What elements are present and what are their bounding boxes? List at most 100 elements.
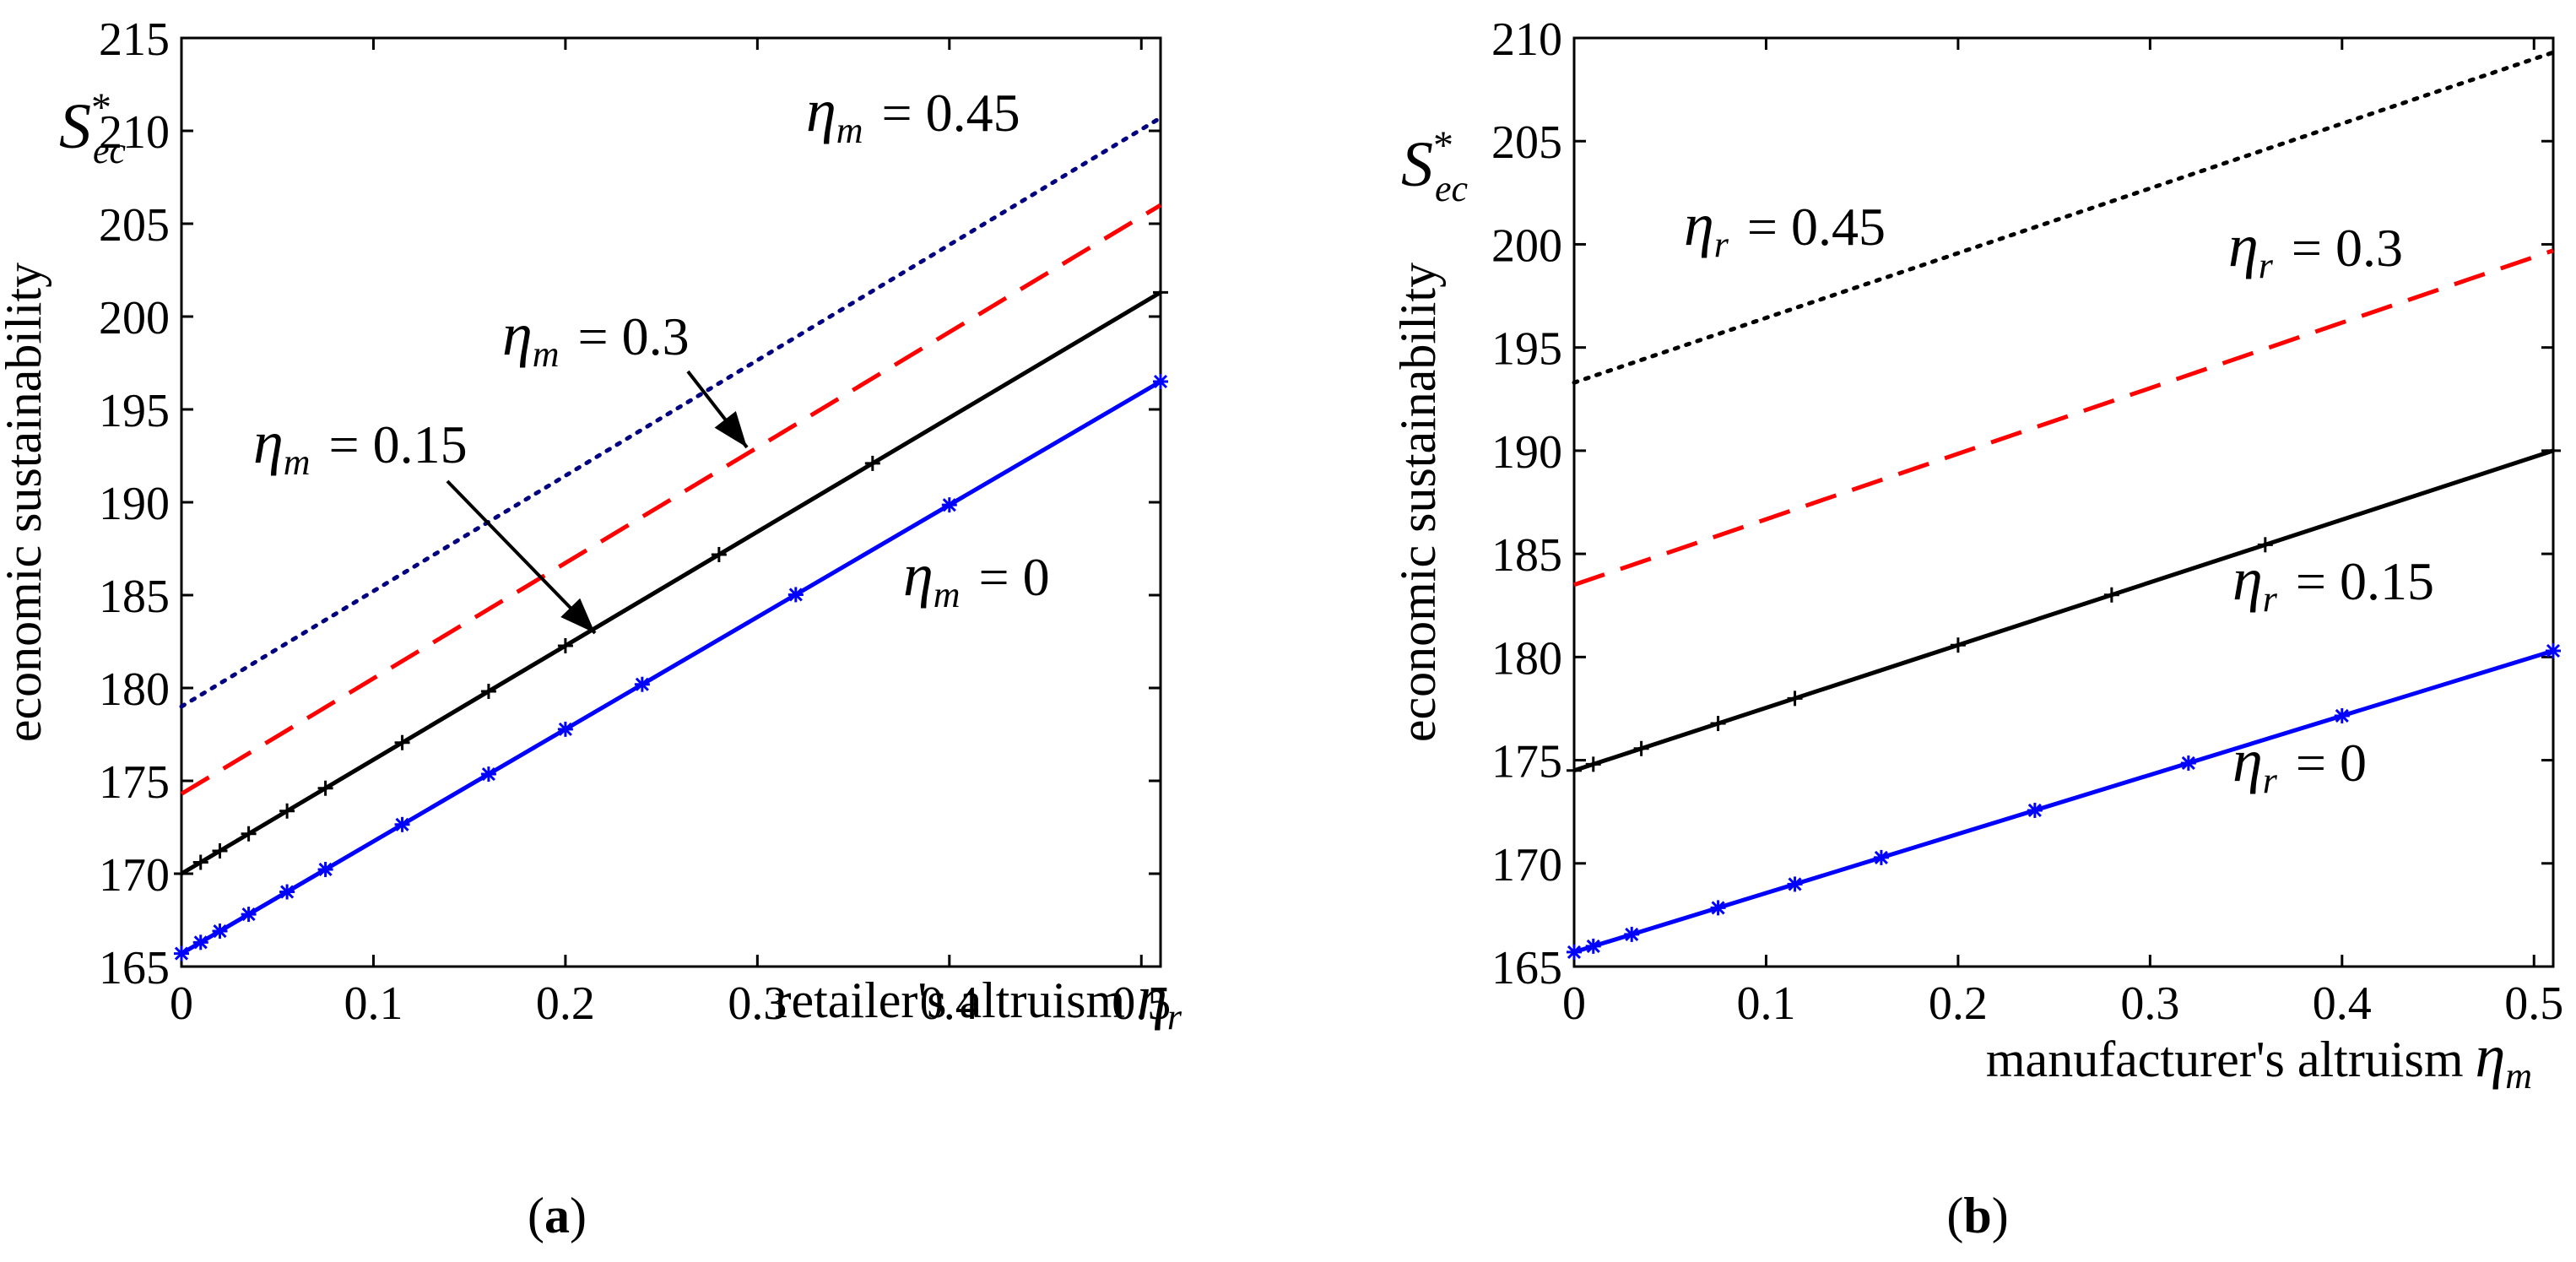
data-point-marker xyxy=(2546,643,2561,658)
data-point-marker xyxy=(394,734,410,750)
y-symbol-subscript: ec xyxy=(93,130,127,171)
data-point-marker xyxy=(787,587,804,603)
y-symbol-letter: S xyxy=(1401,129,1433,200)
data-point-marker xyxy=(480,766,496,783)
y-axis-symbol: S* ec xyxy=(59,85,127,171)
y-tick-label: 185 xyxy=(99,571,170,623)
data-point-marker xyxy=(1567,944,1582,960)
series-line-b-1 xyxy=(1573,448,2554,773)
y-tick-label: 175 xyxy=(1491,736,1562,788)
panel-label-open: ( xyxy=(528,1188,544,1243)
data-point-marker xyxy=(2180,755,2196,771)
y-tick-label: 210 xyxy=(1491,14,1562,66)
data-point-marker xyxy=(1633,740,1649,756)
series-line-b-3 xyxy=(1572,50,2556,385)
annotation-subscript: r xyxy=(2259,245,2274,286)
x-tick-label: 0 xyxy=(1562,978,1586,1030)
data-point-marker xyxy=(1624,926,1640,942)
data-point-marker xyxy=(317,861,333,877)
data-point-marker xyxy=(1950,637,1966,653)
annotation-symbol: η xyxy=(2232,545,2263,613)
annotation-value: = 0 xyxy=(979,547,1050,607)
y-tick-label: 165 xyxy=(1491,942,1562,994)
y-axis-symbol: S* ec xyxy=(1401,123,1469,209)
data-point-marker xyxy=(2027,802,2043,818)
y-tick-label: 200 xyxy=(99,292,170,344)
data-point-marker xyxy=(1585,756,1601,772)
y-tick-label: 205 xyxy=(99,199,170,252)
data-point-marker xyxy=(1710,716,1726,732)
y-tick-label: 170 xyxy=(99,849,170,902)
y-tick-label: 180 xyxy=(1491,632,1562,685)
annotation-subscript: m xyxy=(836,110,863,151)
y-tick-label: 195 xyxy=(1491,323,1562,376)
annotation-subscript: m xyxy=(934,574,961,615)
x-tick-label: 0.4 xyxy=(920,978,979,1030)
data-point-marker xyxy=(174,866,189,881)
data-point-marker xyxy=(174,945,189,961)
panel-label-open: ( xyxy=(1946,1188,1963,1243)
annotation-symbol: η xyxy=(502,301,533,368)
data-point-marker xyxy=(1873,849,1889,865)
annotation-subscript: m xyxy=(284,441,311,483)
series-annotation: ηr = 0 xyxy=(2232,727,2367,801)
data-point-marker xyxy=(1585,938,1601,954)
panel-label-letter: b xyxy=(1963,1188,1991,1243)
annotation-value: = 0.3 xyxy=(2292,218,2403,278)
data-point-marker xyxy=(1787,876,1803,892)
series-line-a-1 xyxy=(180,290,1162,876)
series-annotation: ηm = 0 xyxy=(903,541,1050,615)
y-tick-label: 170 xyxy=(1491,839,1562,891)
annotation-value: = 0.15 xyxy=(2296,551,2434,611)
y-symbol-superscript: * xyxy=(1433,123,1453,168)
annotation-symbol: η xyxy=(2228,212,2259,279)
data-point-marker xyxy=(241,907,257,923)
data-point-marker xyxy=(2334,707,2350,723)
y-symbol-letter: S xyxy=(59,91,91,162)
x-axis-label-symbol: η xyxy=(2476,1022,2506,1090)
y-tick-label: 210 xyxy=(99,106,170,159)
panel-label: (a) xyxy=(528,1188,587,1243)
y-tick-label: 185 xyxy=(1491,529,1562,582)
data-point-marker xyxy=(317,780,333,796)
annotation-symbol: η xyxy=(903,541,934,609)
x-tick-label: 0.5 xyxy=(2504,978,2563,1030)
y-tick-label: 190 xyxy=(99,478,170,530)
annotation-symbol: η xyxy=(253,409,284,476)
data-point-marker xyxy=(2546,442,2561,458)
annotation-subscript: r xyxy=(1714,224,1729,265)
x-axis-label-subscript: m xyxy=(2505,1055,2532,1097)
y-symbol-superscript: * xyxy=(91,85,111,130)
data-point-marker xyxy=(212,842,228,858)
annotation-arrowhead xyxy=(714,411,747,447)
series-annotation: ηr = 0.3 xyxy=(2228,212,2403,286)
panel-label-letter: a xyxy=(544,1188,570,1243)
plot-frame xyxy=(180,36,1162,968)
data-point-marker xyxy=(192,934,208,951)
series-annotation: ηr = 0.15 xyxy=(2232,545,2434,620)
panel-label-close: ) xyxy=(1992,1188,2009,1243)
y-tick-label: 200 xyxy=(1491,219,1562,272)
x-axis-label: manufacturer's altruism ηm xyxy=(1986,1022,2532,1097)
series-line-a-0 xyxy=(180,379,1162,956)
series-line-a-3 xyxy=(179,116,1163,709)
data-point-marker xyxy=(1710,900,1726,916)
x-tick-label: 0.5 xyxy=(1112,978,1171,1030)
annotation-value: = 0.15 xyxy=(329,414,468,474)
x-axis-label-subscript: r xyxy=(1167,996,1182,1037)
x-axis-label-text: retailer's altruism xyxy=(774,972,1125,1028)
annotation-symbol: η xyxy=(1684,191,1714,258)
y-symbol-subscript: ec xyxy=(1435,168,1469,209)
data-point-marker xyxy=(1153,374,1168,389)
chart-panel-a: 0 0.1 0.2 0.3 0.4 0.5 165 170 175 180 185 190 195 200… xyxy=(0,14,1182,1243)
x-tick-label: 0.1 xyxy=(344,978,403,1030)
y-axis-label: economic sustainability xyxy=(0,263,51,742)
y-tick-label: 165 xyxy=(99,942,170,994)
data-point-marker xyxy=(1567,762,1582,778)
annotation-subscript: r xyxy=(2263,760,2278,801)
panel-label-close: ) xyxy=(570,1188,587,1243)
data-point-marker xyxy=(941,497,957,513)
data-point-marker xyxy=(864,455,880,471)
data-point-marker xyxy=(557,721,573,737)
series-annotation: ηm = 0.45 xyxy=(806,77,1020,151)
